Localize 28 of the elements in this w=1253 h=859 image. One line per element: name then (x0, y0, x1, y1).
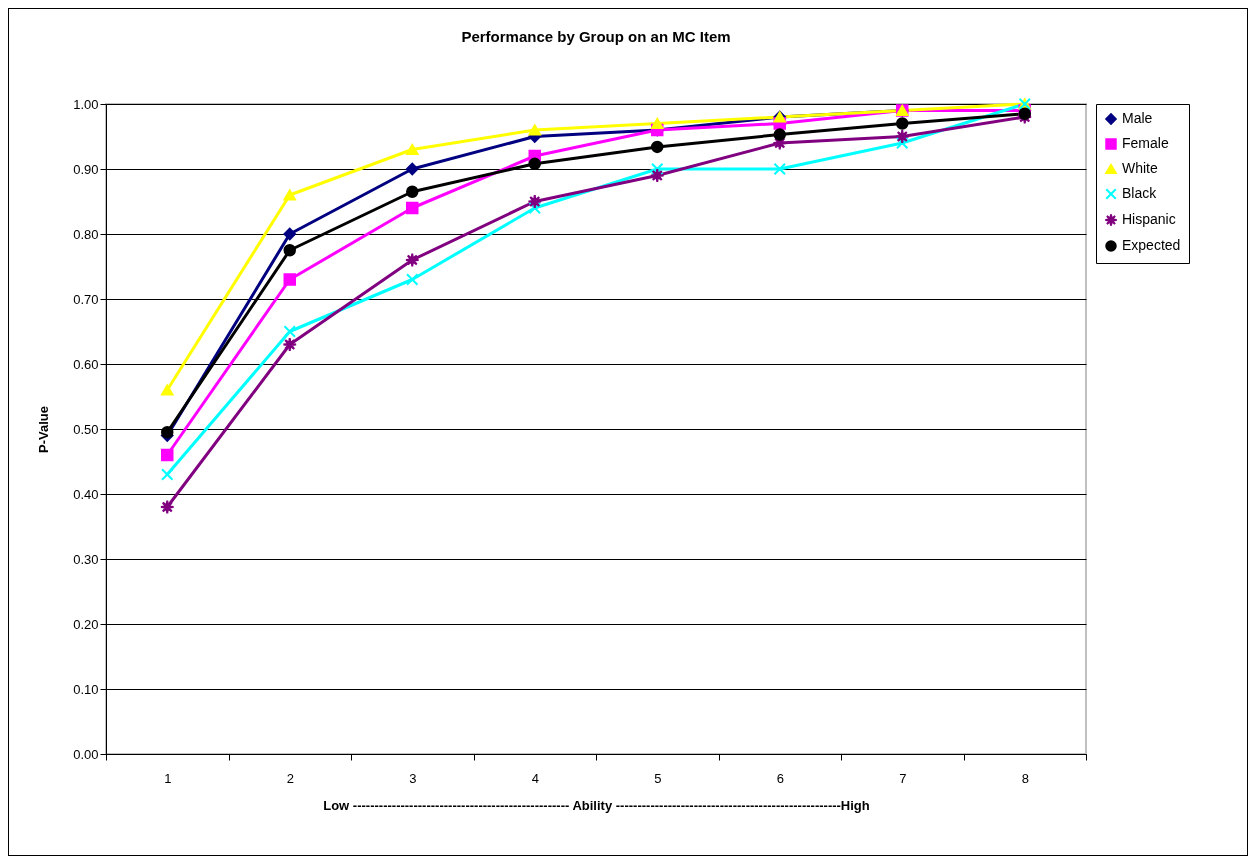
legend-label: Male (1122, 110, 1153, 126)
y-tick-label: 0.50 (73, 421, 99, 437)
y-tick-label: 0.40 (73, 486, 99, 502)
y-tick-label: 0.30 (73, 551, 99, 567)
x-tick-label: 2 (286, 770, 294, 786)
x-tick-label: 7 (899, 770, 907, 786)
y-tick-label: 1.00 (73, 96, 99, 112)
x-tick-label: 4 (531, 770, 539, 786)
x-tick-label: 6 (776, 770, 784, 786)
legend-label: Female (1122, 135, 1169, 151)
x-tick-label: 3 (409, 770, 417, 786)
y-tick-label: 0.10 (73, 681, 99, 697)
legend-label: Hispanic (1122, 211, 1176, 227)
y-axis-title: P-Value (36, 406, 52, 453)
x-tick-label: 5 (654, 770, 662, 786)
legend-label: Black (1122, 185, 1158, 201)
y-tick-label: 0.00 (73, 746, 99, 762)
legend-label: White (1122, 160, 1158, 176)
y-tick-label: 0.60 (73, 356, 99, 372)
y-tick-label: 0.20 (73, 616, 99, 632)
x-tick-label: 8 (1021, 770, 1029, 786)
x-axis-title: Low -------------------------------------------------- Ability ----------------------------------------------------High (323, 797, 870, 813)
y-tick-label: 0.70 (73, 291, 99, 307)
x-tick-label: 1 (164, 770, 172, 786)
y-tick-label: 0.80 (73, 226, 99, 242)
chart-title: Performance by Group on an MC Item (461, 27, 731, 45)
y-tick-label: 0.90 (73, 161, 99, 177)
legend-label: Expected (1122, 237, 1181, 253)
